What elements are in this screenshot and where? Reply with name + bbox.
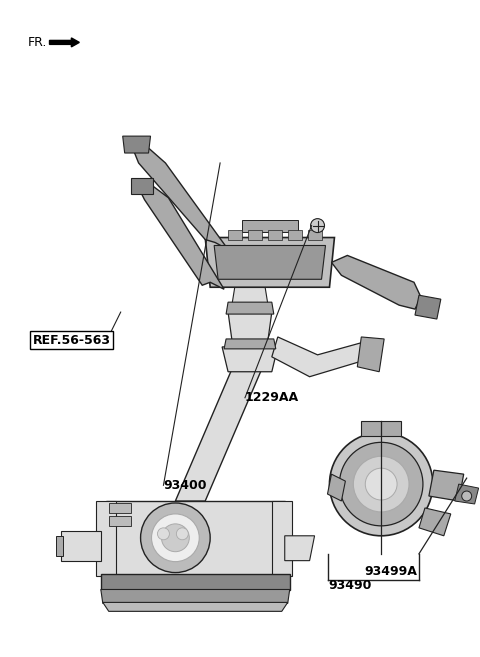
- Polygon shape: [361, 421, 401, 436]
- Text: 93400: 93400: [164, 479, 207, 492]
- Polygon shape: [285, 536, 314, 560]
- Polygon shape: [357, 337, 384, 372]
- Polygon shape: [214, 246, 325, 279]
- Polygon shape: [109, 503, 131, 513]
- Circle shape: [141, 503, 210, 573]
- FancyArrow shape: [49, 38, 79, 47]
- Circle shape: [339, 442, 423, 526]
- Text: FR.: FR.: [28, 36, 47, 49]
- Circle shape: [353, 456, 409, 512]
- Polygon shape: [429, 470, 464, 501]
- Circle shape: [311, 219, 324, 233]
- Polygon shape: [131, 178, 153, 194]
- Polygon shape: [139, 186, 224, 289]
- Circle shape: [157, 528, 169, 540]
- Polygon shape: [288, 229, 301, 240]
- Polygon shape: [103, 602, 288, 612]
- Circle shape: [365, 468, 397, 500]
- Polygon shape: [109, 516, 131, 526]
- Polygon shape: [132, 148, 228, 250]
- Polygon shape: [106, 501, 285, 576]
- Polygon shape: [242, 219, 298, 231]
- Circle shape: [462, 491, 472, 501]
- Polygon shape: [419, 508, 451, 536]
- Polygon shape: [268, 229, 282, 240]
- Polygon shape: [248, 229, 262, 240]
- Polygon shape: [455, 484, 479, 504]
- Circle shape: [161, 524, 189, 552]
- Polygon shape: [232, 279, 268, 304]
- Text: 93490: 93490: [328, 579, 372, 592]
- Polygon shape: [228, 312, 272, 341]
- Polygon shape: [415, 295, 441, 319]
- Polygon shape: [272, 501, 292, 576]
- Polygon shape: [222, 347, 278, 372]
- Polygon shape: [56, 536, 63, 556]
- Polygon shape: [123, 136, 151, 153]
- Polygon shape: [228, 229, 242, 240]
- Polygon shape: [327, 474, 346, 501]
- Polygon shape: [272, 337, 364, 376]
- Circle shape: [176, 528, 188, 540]
- Polygon shape: [224, 339, 276, 349]
- Text: 93499A: 93499A: [364, 565, 417, 578]
- Polygon shape: [96, 501, 116, 576]
- Polygon shape: [101, 589, 290, 603]
- Polygon shape: [332, 256, 421, 309]
- Circle shape: [152, 514, 199, 562]
- Polygon shape: [101, 574, 290, 591]
- Polygon shape: [205, 238, 335, 287]
- Text: 1229AA: 1229AA: [245, 391, 299, 404]
- Polygon shape: [308, 229, 322, 240]
- Circle shape: [329, 432, 433, 536]
- Polygon shape: [175, 362, 265, 501]
- Text: REF.56-563: REF.56-563: [33, 334, 110, 347]
- Polygon shape: [61, 531, 101, 560]
- Polygon shape: [226, 302, 274, 314]
